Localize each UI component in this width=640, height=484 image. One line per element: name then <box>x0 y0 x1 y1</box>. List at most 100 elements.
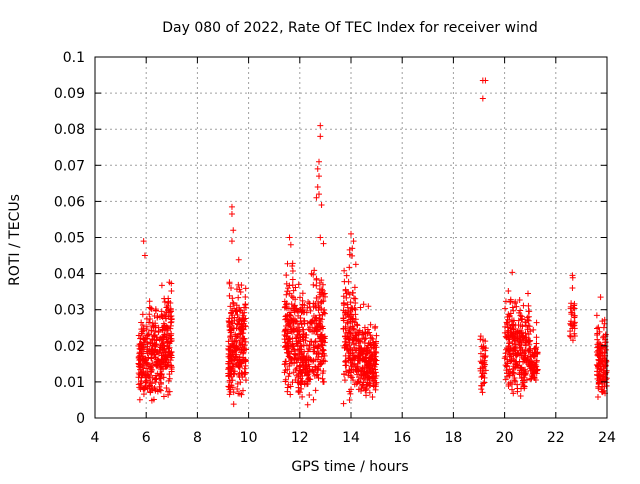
data-point <box>482 354 489 361</box>
data-point <box>345 372 352 379</box>
data-point <box>233 286 240 293</box>
data-point <box>520 302 527 309</box>
data-point <box>340 400 347 407</box>
data-point <box>231 371 238 378</box>
data-point <box>148 355 155 362</box>
data-point <box>320 240 327 247</box>
data-point <box>366 382 373 389</box>
y-tick-label: 0 <box>76 411 85 427</box>
data-point <box>234 385 241 392</box>
data-point <box>307 338 314 345</box>
data-point <box>593 331 600 338</box>
data-point <box>519 381 526 388</box>
data-point <box>478 343 485 350</box>
data-point <box>285 343 292 350</box>
data-point <box>225 317 232 324</box>
data-point <box>226 292 233 299</box>
data-point <box>286 353 293 360</box>
data-point <box>510 326 517 333</box>
data-point <box>512 347 519 354</box>
data-point <box>354 379 361 386</box>
data-point <box>152 343 159 350</box>
data-point <box>138 319 145 326</box>
data-point <box>373 379 380 386</box>
data-point <box>302 358 309 365</box>
data-point <box>148 327 155 334</box>
data-point <box>518 341 525 348</box>
data-point <box>296 294 303 301</box>
data-point <box>168 366 175 373</box>
data-point <box>371 350 378 357</box>
data-point <box>312 317 319 324</box>
data-point <box>317 122 324 129</box>
data-point <box>518 385 525 392</box>
data-point <box>149 322 156 329</box>
data-point <box>307 307 314 314</box>
data-point <box>519 377 526 384</box>
y-tick-label: 0.04 <box>54 267 85 283</box>
data-point <box>158 350 165 357</box>
data-point <box>166 279 173 286</box>
data-point <box>292 284 299 291</box>
data-point <box>318 202 325 209</box>
data-point <box>312 338 319 345</box>
data-point <box>297 375 304 382</box>
data-point <box>235 344 242 351</box>
data-point <box>531 346 538 353</box>
data-point <box>302 337 309 344</box>
data-point <box>355 342 362 349</box>
data-point <box>348 230 354 237</box>
data-point <box>158 282 165 289</box>
data-point <box>505 327 512 334</box>
data-point <box>233 308 240 315</box>
data-point <box>147 388 154 395</box>
data-point <box>140 361 147 368</box>
data-point <box>478 373 485 380</box>
data-point <box>295 281 302 288</box>
data-point <box>321 307 328 314</box>
data-point <box>226 279 233 286</box>
data-point <box>342 338 349 345</box>
data-point <box>233 345 240 352</box>
data-point <box>136 350 143 357</box>
data-point <box>510 390 517 397</box>
data-point <box>284 384 291 391</box>
data-point <box>233 325 240 332</box>
data-point <box>165 388 172 395</box>
data-point <box>341 377 348 384</box>
data-point <box>299 393 306 400</box>
data-point <box>525 302 532 309</box>
data-point <box>596 351 603 358</box>
data-point <box>350 377 357 384</box>
data-point <box>139 357 146 364</box>
data-point <box>147 340 154 347</box>
x-tick-label: 22 <box>547 430 565 446</box>
data-point <box>290 287 297 294</box>
data-point <box>318 335 325 342</box>
data-point <box>350 238 357 245</box>
data-point <box>321 310 328 317</box>
data-point <box>313 350 320 357</box>
y-tick-label: 0.06 <box>54 194 85 210</box>
data-point <box>361 340 368 347</box>
data-point <box>291 309 298 316</box>
data-point <box>349 245 356 252</box>
data-point <box>347 299 354 306</box>
data-point <box>367 321 374 328</box>
data-point <box>167 313 174 320</box>
data-point <box>508 355 515 362</box>
data-point <box>596 360 603 367</box>
data-point <box>524 314 531 321</box>
data-point <box>600 373 607 380</box>
grid-lines <box>95 57 607 418</box>
data-point <box>301 320 308 327</box>
data-point <box>353 347 360 354</box>
data-point <box>141 386 148 393</box>
data-point <box>227 365 234 372</box>
data-point <box>313 275 320 282</box>
data-point <box>146 311 153 318</box>
data-point <box>305 354 312 361</box>
data-point <box>349 305 356 312</box>
data-point <box>477 336 484 343</box>
data-point <box>142 379 149 386</box>
